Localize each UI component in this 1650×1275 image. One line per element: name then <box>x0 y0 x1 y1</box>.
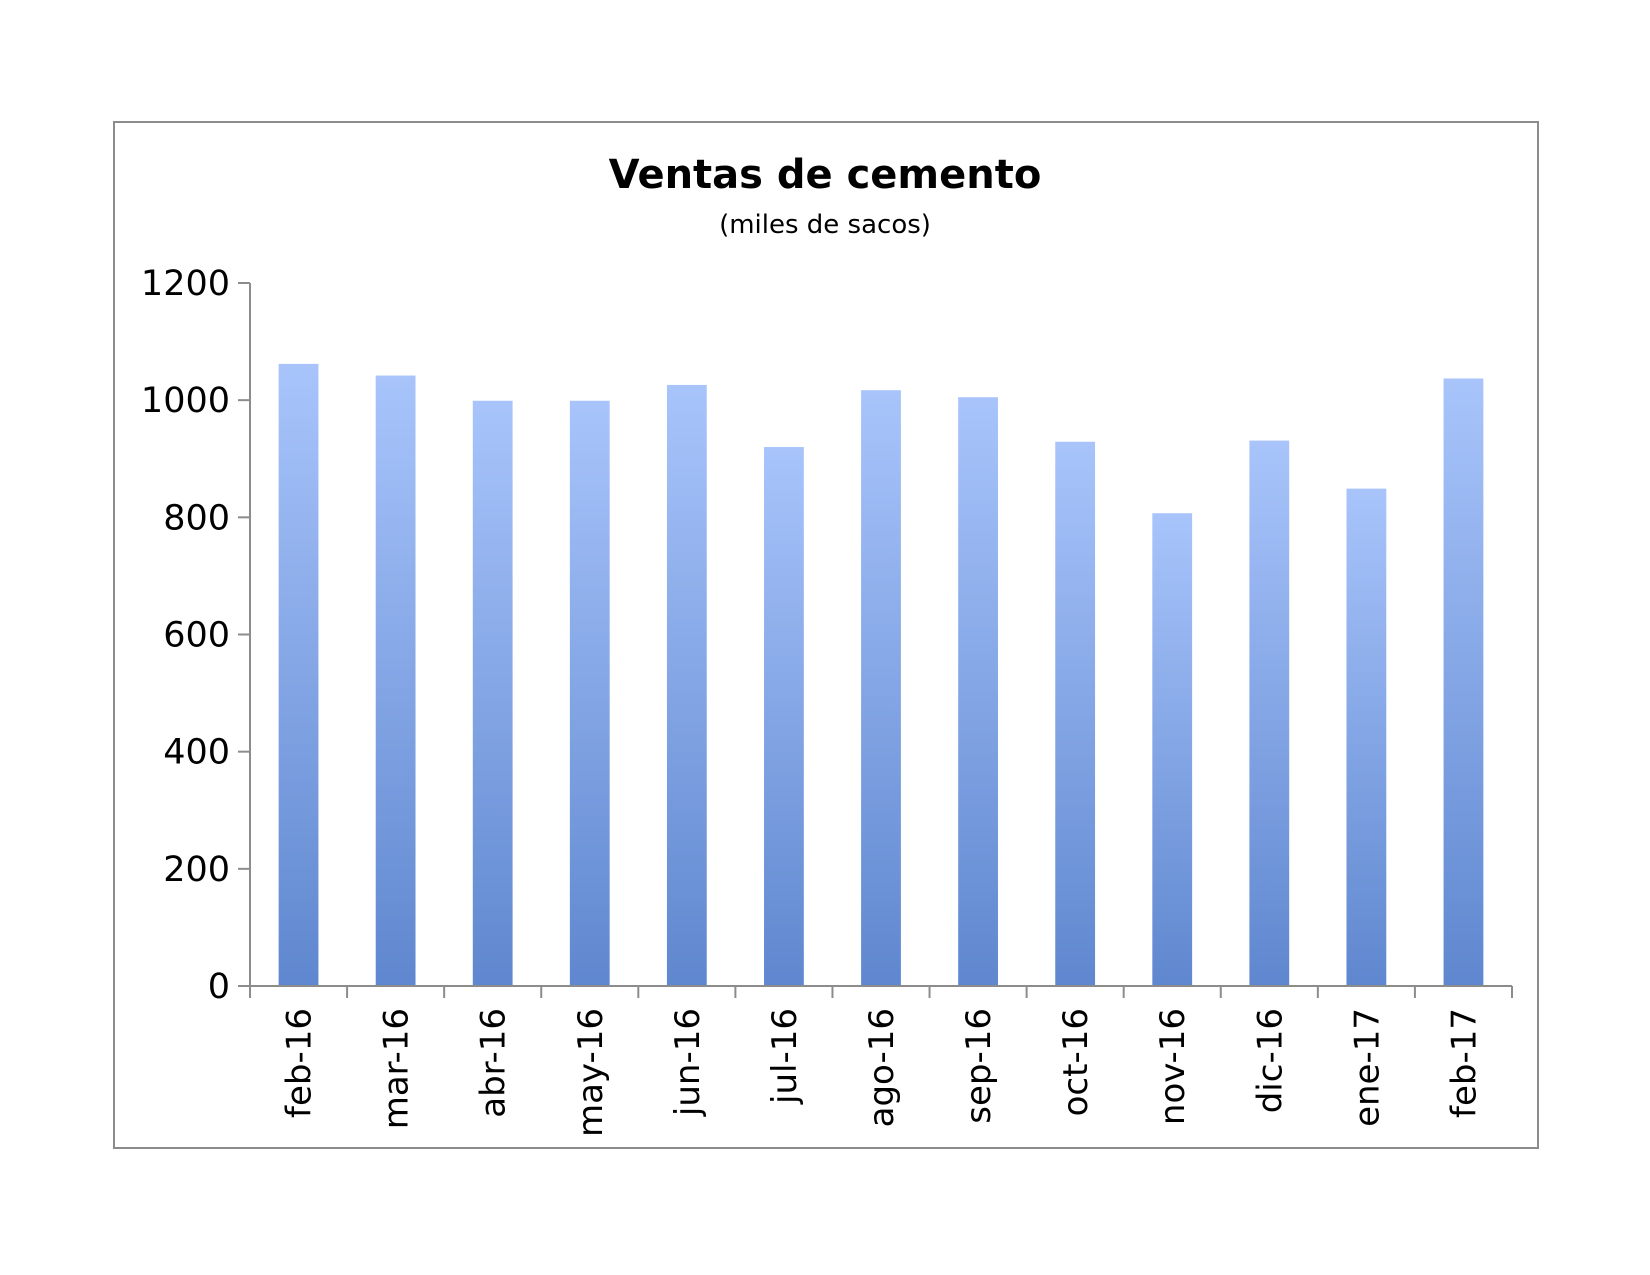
bar-ene-17 <box>1346 488 1387 986</box>
x-tick-label: jun-16 <box>668 1008 708 1117</box>
x-tick-label: ene-17 <box>1347 1008 1387 1127</box>
chart-frame <box>113 121 1539 1149</box>
y-tick-label: 800 <box>163 498 230 538</box>
x-axis: feb-16 mar-16 abr-16 may-16 jun-16 jul-16 ago-… <box>249 985 1513 1137</box>
bar-may-16 <box>569 400 610 986</box>
y-tick-label: 400 <box>163 733 230 773</box>
chart-title: Ventas de cemento <box>609 152 1042 198</box>
bar-oct-16 <box>1055 441 1096 986</box>
bar-ago-16 <box>861 390 901 986</box>
y-tick-label: 200 <box>163 850 230 890</box>
y-axis: 0 200 400 600 800 1000 1200 <box>141 264 251 1007</box>
x-tick-label: dic-16 <box>1250 1008 1290 1113</box>
bar-feb-17 <box>1443 378 1484 986</box>
bar-mar-16 <box>375 375 416 987</box>
x-tick-label: feb-16 <box>280 1008 320 1118</box>
x-tick-label: nov-16 <box>1153 1008 1193 1125</box>
bar-sep-16 <box>958 397 998 986</box>
bar-nov-16 <box>1152 513 1193 986</box>
x-tick-label: abr-16 <box>474 1008 514 1118</box>
x-tick-label: sep-16 <box>959 1008 999 1124</box>
y-tick-label: 1200 <box>141 264 230 304</box>
bar-feb-16 <box>278 363 319 987</box>
x-tick-label: jul-16 <box>765 1008 805 1105</box>
bar-dic-16 <box>1249 440 1290 986</box>
bars <box>278 363 1484 987</box>
x-tick-label: oct-16 <box>1056 1008 1096 1116</box>
x-tick-label: may-16 <box>571 1008 611 1137</box>
y-tick-label: 0 <box>208 967 230 1007</box>
x-tick-label: feb-17 <box>1444 1008 1484 1118</box>
chart-subtitle: (miles de sacos) <box>719 210 931 240</box>
x-tick-label: ago-16 <box>862 1008 902 1127</box>
x-tick-label: mar-16 <box>377 1008 417 1129</box>
bar-jun-16 <box>666 384 707 986</box>
y-tick-label: 600 <box>163 616 230 656</box>
bar-abr-16 <box>472 400 513 986</box>
y-tick-label: 1000 <box>141 381 230 421</box>
bar-jul-16 <box>764 447 804 986</box>
